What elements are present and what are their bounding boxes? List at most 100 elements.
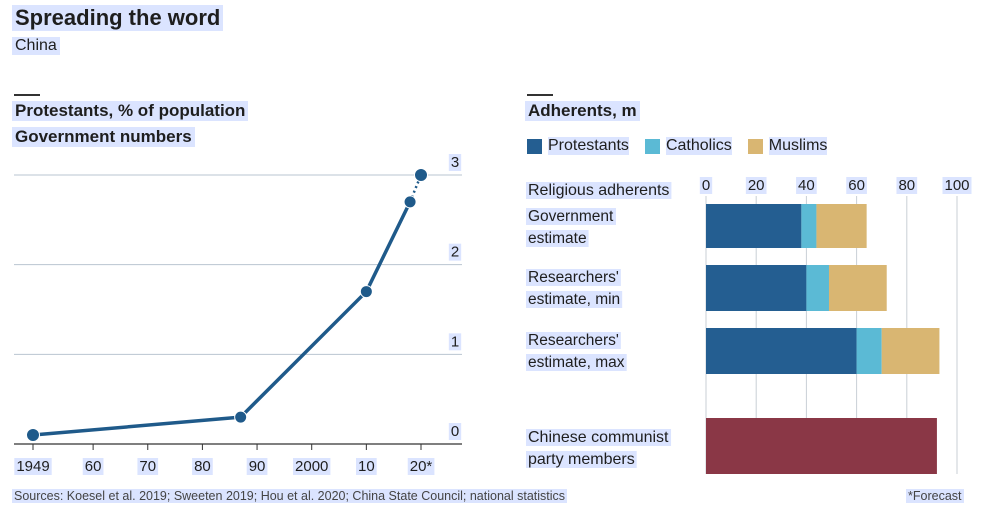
bar-segment xyxy=(806,265,829,311)
y-tick-label-group: 3 xyxy=(448,154,462,171)
y-tick-label-highlight xyxy=(448,243,462,261)
page-subtitle: China xyxy=(12,37,60,55)
bar-segment xyxy=(706,328,857,374)
category-label-highlight xyxy=(526,291,623,308)
x-tick-label: 100 xyxy=(944,177,969,194)
y-tick-label-highlight xyxy=(448,333,462,351)
x-tick-label-group: 70 xyxy=(137,458,159,475)
y-tick-label: 0 xyxy=(451,423,459,440)
x-tick-label: 60 xyxy=(85,458,102,475)
x-tick-label-group: 0 xyxy=(699,177,713,194)
chart-legend: Protestants Catholics Muslims xyxy=(527,137,828,155)
data-point xyxy=(26,428,40,443)
x-tick-label-highlight xyxy=(192,458,213,475)
left-chart-subtitle: Government numbers xyxy=(12,127,195,147)
x-tick-label-highlight xyxy=(896,177,918,194)
left-chart-rule xyxy=(14,94,40,96)
category-label: estimate, min xyxy=(528,291,620,308)
category-label-highlight xyxy=(526,354,627,371)
x-tick-label-highlight xyxy=(846,177,867,194)
x-tick-label: 40 xyxy=(798,177,815,194)
x-tick-label: 80 xyxy=(898,177,915,194)
x-tick-label-group: 2000 xyxy=(293,458,331,475)
y-tick-label-group: 1 xyxy=(448,333,462,351)
category-label-group: estimate xyxy=(526,230,589,247)
right-chart-rule xyxy=(527,94,553,96)
legend-item-catholics: Catholics xyxy=(644,137,732,155)
legend-label-protestants: Protestants xyxy=(548,137,629,155)
x-tick-label-group: 20 xyxy=(745,177,767,194)
bar-segment xyxy=(706,418,937,474)
category-header: Religious adherents xyxy=(528,182,669,199)
x-tick-label-group: 40 xyxy=(796,177,817,194)
category-label-group: Researchers' xyxy=(526,332,621,349)
data-point xyxy=(234,410,248,424)
category-label-highlight xyxy=(526,429,672,446)
x-tick-label-highlight xyxy=(745,177,767,194)
right-chart-title: Adherents, m xyxy=(525,101,640,121)
x-tick-label-group: 100 xyxy=(942,177,972,194)
x-tick-label-highlight xyxy=(942,177,972,194)
category-label-group: Government xyxy=(526,208,616,225)
x-tick-label-group: 20* xyxy=(407,458,435,475)
x-tick-label-group: 60 xyxy=(846,177,867,194)
x-tick-label-highlight xyxy=(699,177,713,194)
bar-chart: 0 20 40 60 80 100 Religious adherents Governmen… xyxy=(526,177,972,474)
x-tick-label: 90 xyxy=(249,458,266,475)
x-tick-label: 70 xyxy=(139,458,156,475)
legend-swatch-catholics xyxy=(644,138,660,154)
category-label-highlight xyxy=(526,269,621,286)
sources-note: Sources: Koesel et al. 2019; Sweeten 201… xyxy=(12,489,568,503)
x-tick-label: 20* xyxy=(410,458,433,475)
bar-segment xyxy=(828,265,887,311)
bar-segment xyxy=(706,265,807,311)
y-tick-label-group: 0 xyxy=(448,423,462,440)
x-tick-label: 1949 xyxy=(16,458,49,475)
bar-segment xyxy=(816,204,867,248)
category-header-highlight xyxy=(526,182,672,199)
x-tick-label: 60 xyxy=(848,177,865,194)
x-tick-label-highlight xyxy=(356,458,377,475)
data-point xyxy=(359,285,373,299)
left-chart-title: Protestants, % of population xyxy=(12,101,249,121)
forecast-footnote: *Forecast xyxy=(906,489,964,503)
y-tick-label: 2 xyxy=(451,244,459,261)
category-label: Government xyxy=(528,208,614,225)
data-point xyxy=(403,195,417,209)
x-tick-label-group: 10 xyxy=(356,458,377,475)
category-label: Researchers' xyxy=(528,332,619,349)
category-label: Researchers' xyxy=(528,269,619,286)
category-label-highlight xyxy=(526,230,589,247)
category-label-highlight xyxy=(526,208,616,225)
y-tick-label: 1 xyxy=(451,333,459,350)
bar-segment xyxy=(856,328,882,374)
x-tick-label-highlight xyxy=(407,458,435,475)
x-tick-label: 80 xyxy=(194,458,211,475)
line-chart: 0 1 2 3 1949 60 70 80 90 2000 10 20* xyxy=(14,154,462,475)
legend-swatch-protestants xyxy=(527,138,542,154)
x-tick-label-highlight xyxy=(796,177,817,194)
x-tick-label-highlight xyxy=(14,458,52,475)
page-title: Spreading the word xyxy=(12,5,224,31)
legend-item-muslims: Muslims xyxy=(747,137,828,155)
category-label: Chinese communist xyxy=(528,429,669,446)
legend-swatch-muslims xyxy=(747,138,763,154)
x-tick-label: 10 xyxy=(358,458,375,475)
x-tick-label-group: 60 xyxy=(82,458,104,475)
x-tick-label-highlight xyxy=(82,458,104,475)
bar-segment xyxy=(881,328,940,374)
x-tick-label: 20 xyxy=(748,177,765,194)
y-tick-label-highlight xyxy=(448,154,462,171)
x-tick-label-group: 80 xyxy=(192,458,213,475)
line-series xyxy=(32,201,412,437)
bar-segment xyxy=(706,204,802,248)
category-label-highlight xyxy=(526,451,637,468)
category-header-group: Religious adherents xyxy=(526,182,672,199)
category-label-group: Researchers' xyxy=(526,269,621,286)
y-tick-label-group: 2 xyxy=(448,243,462,261)
x-tick-label-group: 1949 xyxy=(14,458,52,475)
legend-label-muslims: Muslims xyxy=(768,137,828,155)
category-label-group: estimate, min xyxy=(526,291,623,308)
x-tick-label-group: 80 xyxy=(896,177,918,194)
